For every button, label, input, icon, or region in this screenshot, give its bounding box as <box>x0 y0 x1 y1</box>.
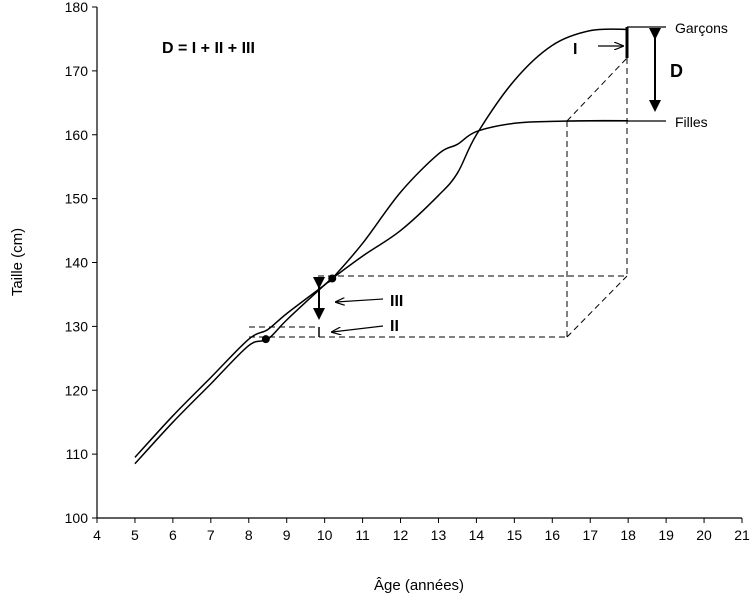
x-tick-label: 7 <box>207 527 215 543</box>
x-tick-label: 6 <box>169 527 177 543</box>
dashed-guides <box>249 57 628 338</box>
x-axis-title: Âge (années) <box>374 577 464 594</box>
y-tick-label: 130 <box>65 318 89 334</box>
x-tick-label: 12 <box>393 527 409 543</box>
x-tick-label: 9 <box>283 527 291 543</box>
label-D: D <box>670 61 683 81</box>
axes <box>96 7 742 519</box>
arrow-III-pointer <box>336 299 384 302</box>
x-tick-label: 14 <box>469 527 485 543</box>
x-tick-label: 15 <box>507 527 523 543</box>
y-axis-title: Taille (cm) <box>9 228 26 296</box>
points <box>261 274 337 344</box>
x-tick-label: 19 <box>658 527 674 543</box>
y-tick-label: 150 <box>65 191 89 207</box>
label-III: III <box>390 293 403 310</box>
x-tick-label: 11 <box>355 527 370 543</box>
x-tick-label: 8 <box>245 527 253 543</box>
y-tick-label: 100 <box>65 510 89 526</box>
y-tick-label: 160 <box>65 127 89 143</box>
series-label-garcons: Garçons <box>675 20 728 36</box>
series-line-garcons <box>134 28 629 465</box>
x-tick-label: 18 <box>620 527 636 543</box>
formula-annotation: D = I + II + III <box>162 40 255 57</box>
y-tick-label: 140 <box>65 255 89 271</box>
arrow-II-pointer <box>332 325 384 332</box>
x-tick-label: 20 <box>696 527 712 543</box>
series-lines <box>134 28 629 465</box>
x-tick-label: 5 <box>131 527 139 543</box>
x-tick-label: 16 <box>545 527 561 543</box>
guide-diagonal-top <box>566 57 628 122</box>
data-point <box>328 274 337 283</box>
x-tick-label: 13 <box>431 527 447 543</box>
guide-diagonal-bottom <box>566 275 628 338</box>
x-tick-label: 17 <box>582 527 598 543</box>
y-tick-label: 120 <box>65 382 89 398</box>
x-tick-label: 21 <box>734 527 750 543</box>
y-ticks: 100 110 120 130 140 150 160 170 180 <box>65 0 97 526</box>
data-point <box>261 335 270 344</box>
series-line-filles <box>134 119 629 458</box>
label-I: I <box>573 41 577 58</box>
x-tick-label: 10 <box>317 527 333 543</box>
series-label-filles: Filles <box>675 114 708 130</box>
y-tick-label: 110 <box>66 446 89 462</box>
y-tick-label: 170 <box>65 63 89 79</box>
x-ticks: 4 5 6 7 8 9 10 11 12 13 14 15 16 17 18 19 20 21 <box>93 518 750 543</box>
label-II: II <box>390 318 399 335</box>
x-tick-label: 4 <box>93 527 101 543</box>
y-tick-label: 180 <box>65 0 89 15</box>
